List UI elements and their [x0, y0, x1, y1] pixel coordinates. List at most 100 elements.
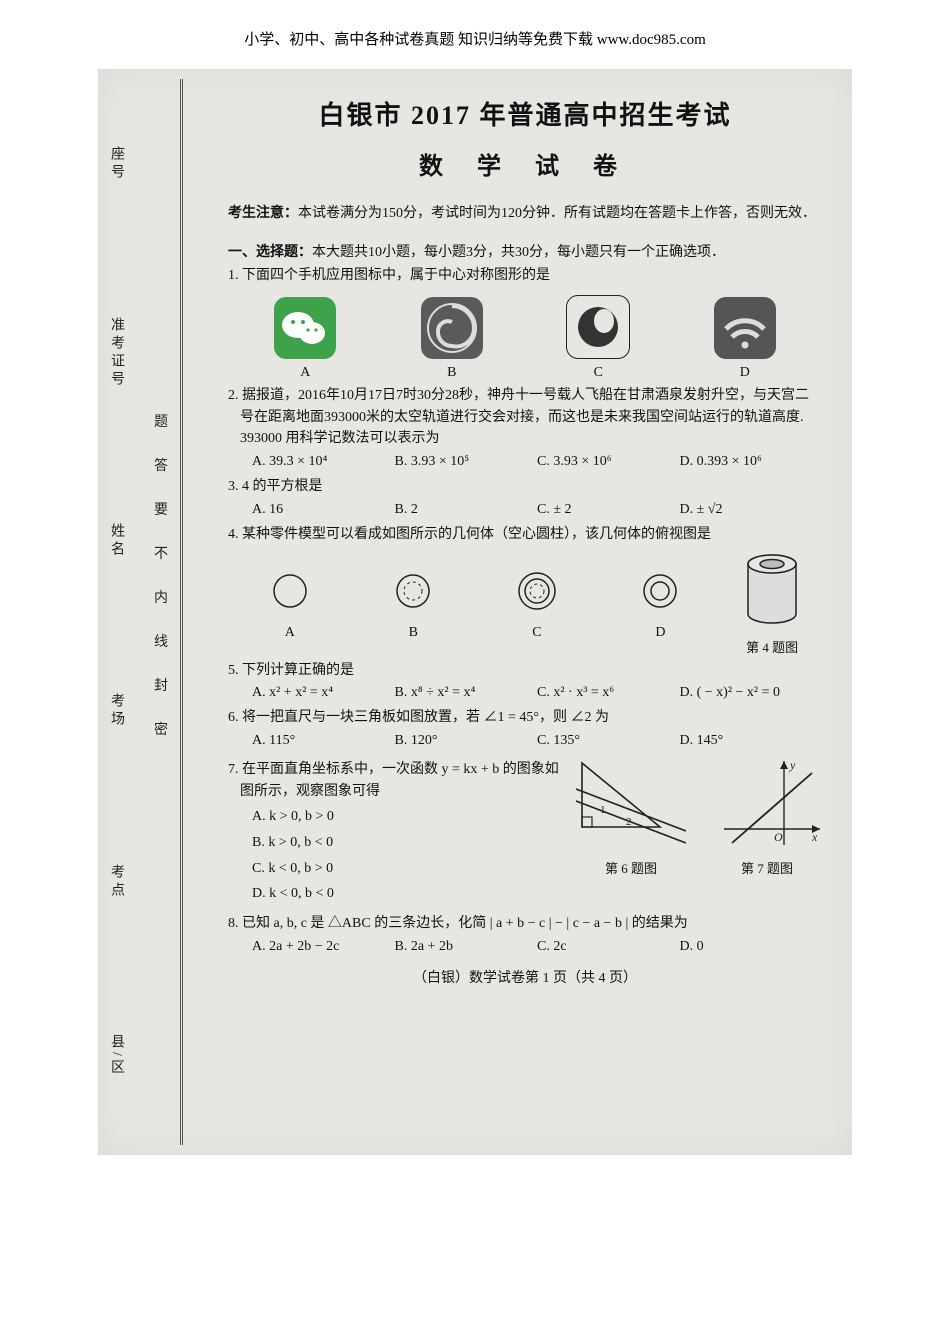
q1-opt-a-label: A — [270, 365, 340, 381]
q5-options: A. x² + x² = x⁴ B. x⁸ ÷ x² = x⁴ C. x² · … — [252, 685, 822, 701]
q3-opt-c: C. ± 2 — [537, 502, 680, 518]
side-label-county: 县/区 — [106, 1034, 126, 1078]
figure-7: x y O 第 7 题图 — [712, 755, 822, 877]
seal-char: 要 — [154, 499, 168, 519]
exam-notice: 考生注意：本试卷满分为150分，考试时间为120分钟．所有试题均在答题卡上作答，… — [228, 201, 822, 225]
seal-char: 不 — [154, 543, 168, 563]
seal-char: 答 — [154, 455, 168, 475]
section-1-head: 一、选择题：本大题共10小题，每小题3分，共30分，每小题只有一个正确选项． — [240, 241, 822, 261]
figure-6: 1 2 第 6 题图 — [576, 755, 686, 877]
question-6: 6. 将一把直尺与一块三角板如图放置，若 ∠1 = 45°，则 ∠2 为 — [240, 707, 822, 729]
q5-opt-b: B. x⁸ ÷ x² = x⁴ — [395, 685, 538, 701]
q5-opt-c: C. x² · x³ = x⁶ — [537, 685, 680, 701]
title-sub: 数 学 试 卷 — [228, 146, 822, 181]
notice-text: 本试卷满分为150分，考试时间为120分钟．所有试题均在答题卡上作答，否则无效． — [298, 206, 816, 221]
seal-char: 内 — [154, 587, 168, 607]
q6-opt-c: C. 135° — [537, 733, 680, 749]
q2-opt-b: B. 3.93 × 10⁵ — [395, 454, 538, 470]
lens-icon — [566, 295, 630, 359]
q1-icons: A B C — [232, 295, 818, 381]
q1-option-b: B — [417, 297, 487, 381]
q4-opt-c-label: C — [483, 625, 590, 641]
question-7: 7. 在平面直角坐标系中，一次函数 y = kx + b 的图象如图所示，观察图… — [240, 759, 568, 802]
seal-char: 题 — [154, 411, 168, 431]
wechat-icon — [274, 297, 336, 359]
q1-opt-c-label: C — [563, 365, 633, 381]
q3-opt-a: A. 16 — [252, 502, 395, 518]
q6-opt-d: D. 145° — [680, 733, 823, 749]
seal-char: 密 — [154, 719, 168, 739]
side-column: 座号 准考证号 姓名 考场 考点 县/区 题 答 要 不 内 线 封 密 — [98, 79, 176, 1145]
q8-opt-a: A. 2a + 2b − 2c — [252, 939, 395, 955]
q3-opt-d: D. ± √2 — [680, 502, 823, 518]
q3-opt-b: B. 2 — [395, 502, 538, 518]
side-labels: 座号 准考证号 姓名 考场 考点 县/区 — [106, 79, 126, 1145]
exam-paper: 座号 准考证号 姓名 考场 考点 县/区 题 答 要 不 内 线 封 密 白银市… — [98, 69, 852, 1155]
q4-opt-b-label: B — [360, 625, 467, 641]
q4-view-a: A — [236, 566, 343, 641]
seal-char: 线 — [154, 631, 168, 651]
side-label-site: 考点 — [106, 864, 126, 900]
question-2: 2. 据报道，2016年10月17日7时30分28秒，神舟十一号载人飞船在甘肃酒… — [240, 385, 822, 450]
q6-opt-b: B. 120° — [395, 733, 538, 749]
q7-block: 7. 在平面直角坐标系中，一次函数 y = kx + b 的图象如图所示，观察图… — [228, 755, 822, 909]
q4-views: A B C D 第 4 — [228, 552, 822, 656]
q8-opt-d: D. 0 — [680, 939, 823, 955]
q1-option-d: D — [710, 297, 780, 381]
side-label-name: 姓名 — [106, 523, 126, 559]
q1-option-a: A — [270, 297, 340, 381]
q7-opt-a: A. k > 0, b > 0 — [252, 806, 568, 828]
title-main: 白银市 2017 年普通高中招生考试 — [228, 95, 822, 132]
seal-char: 封 — [154, 675, 168, 695]
question-8: 8. 已知 a, b, c 是 △ABC 的三条边长，化简 | a + b − … — [240, 913, 822, 935]
binding-line — [180, 79, 183, 1145]
q4-caption: 第 4 题图 — [731, 637, 814, 656]
side-label-ticket: 准考证号 — [106, 317, 126, 389]
q7-opt-c: C. k < 0, b > 0 — [252, 858, 568, 880]
q4-opt-a-label: A — [236, 625, 343, 641]
q5-opt-a: A. x² + x² = x⁴ — [252, 685, 395, 701]
q6-options: A. 115° B. 120° C. 135° D. 145° — [252, 733, 822, 749]
side-label-room: 考场 — [106, 693, 126, 729]
q1-opt-b-label: B — [417, 365, 487, 381]
question-5: 5. 下列计算正确的是 — [240, 660, 822, 682]
svg-text:O: O — [774, 830, 783, 844]
notice-label: 考生注意： — [228, 204, 298, 220]
svg-text:2: 2 — [626, 816, 632, 828]
question-4: 4. 某种零件模型可以看成如图所示的几何体（空心圆柱），该几何体的俯视图是 — [240, 524, 822, 546]
page-footer: （白银）数学试卷第 1 页（共 4 页） — [228, 967, 822, 987]
q5-opt-d: D. ( − x)² − x² = 0 — [680, 685, 823, 701]
seal-line-labels: 题 答 要 不 内 线 封 密 — [154, 399, 168, 751]
q2-options: A. 39.3 × 10⁴ B. 3.93 × 10⁵ C. 3.93 × 10… — [252, 454, 822, 470]
section-text: 本大题共10小题，每小题3分，共30分，每小题只有一个正确选项． — [312, 245, 725, 260]
q8-options: A. 2a + 2b − 2c B. 2a + 2b C. 2c D. 0 — [252, 939, 822, 955]
wifi-icon — [714, 297, 776, 359]
q4-view-d: D — [607, 566, 714, 641]
q4-view-b: B — [360, 566, 467, 641]
side-label-seat: 座号 — [106, 146, 126, 182]
q3-options: A. 16 B. 2 C. ± 2 D. ± √2 — [252, 502, 822, 518]
svg-text:x: x — [811, 830, 818, 844]
q2-opt-a: A. 39.3 × 10⁴ — [252, 454, 395, 470]
q1-option-c: C — [563, 295, 633, 381]
q7-opt-d: D. k < 0, b < 0 — [252, 883, 568, 905]
q4-opt-d-label: D — [607, 625, 714, 641]
q7-opt-b: B. k > 0, b < 0 — [252, 832, 568, 854]
spiral-icon — [421, 297, 483, 359]
q6-opt-a: A. 115° — [252, 733, 395, 749]
content-area: 白银市 2017 年普通高中招生考试 数 学 试 卷 考生注意：本试卷满分为15… — [228, 95, 822, 987]
section-label: 一、选择题： — [228, 243, 312, 259]
svg-text:y: y — [789, 758, 796, 772]
svg-text:1: 1 — [600, 804, 606, 816]
question-1: 1. 下面四个手机应用图标中，属于中心对称图形的是 — [240, 265, 822, 287]
figure-7-caption: 第 7 题图 — [712, 858, 822, 877]
q1-opt-d-label: D — [710, 365, 780, 381]
q2-opt-c: C. 3.93 × 10⁶ — [537, 454, 680, 470]
q8-opt-c: C. 2c — [537, 939, 680, 955]
q2-opt-d: D. 0.393 × 10⁶ — [680, 454, 823, 470]
q4-view-c: C — [483, 566, 590, 641]
q4-figure: 第 4 题图 — [731, 552, 814, 656]
figure-6-caption: 第 6 题图 — [576, 858, 686, 877]
page-header: 小学、初中、高中各种试卷真题 知识归纳等免费下载 www.doc985.com — [0, 0, 950, 59]
q8-opt-b: B. 2a + 2b — [395, 939, 538, 955]
